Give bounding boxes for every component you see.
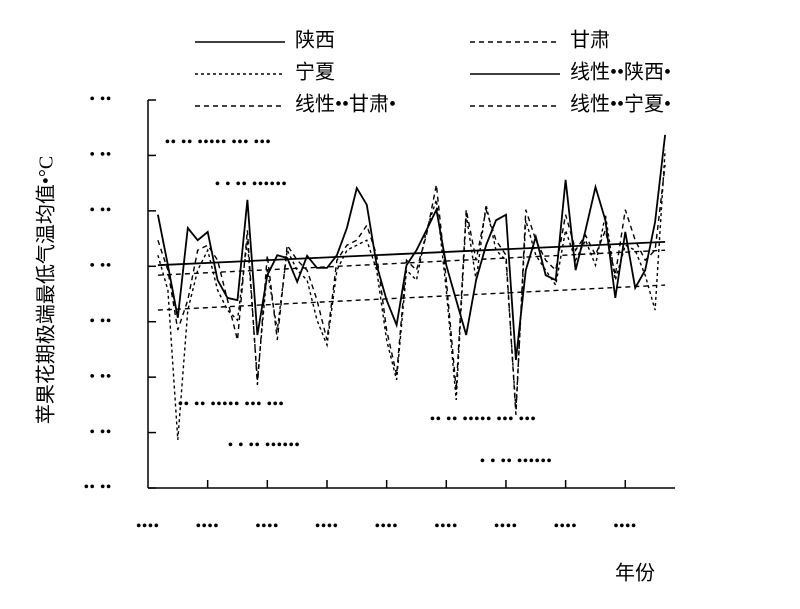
legend-label: 陕西 xyxy=(295,29,335,52)
legend-label: 线性••甘肃• xyxy=(295,93,396,116)
x-tick-label: •••• xyxy=(613,519,637,534)
y-tick-label: • •• xyxy=(90,259,112,274)
series-line xyxy=(157,241,666,267)
y-tick-label: • •• xyxy=(90,203,112,218)
series-line xyxy=(157,164,666,415)
y-tick-label: • •• xyxy=(90,148,112,163)
annotation: •• •• ••••• ••• ••• xyxy=(430,412,537,427)
y-tick-label: • •• xyxy=(90,369,112,384)
x-axis-label: 年份 xyxy=(615,562,655,585)
y-tick-label: •• •• xyxy=(84,480,112,495)
annotation: • • •• •••••• xyxy=(480,454,553,469)
annotation: •• •• ••••• ••• ••• xyxy=(165,135,272,150)
annotation: • • •• •••••• xyxy=(215,177,288,192)
x-tick-label: •••• xyxy=(315,519,339,534)
x-tick-label: •••• xyxy=(136,519,160,534)
series-line xyxy=(157,134,666,361)
annotation: •• •• ••••• ••• ••• xyxy=(178,397,285,412)
legend-label: 线性••宁夏• xyxy=(570,93,671,116)
legend-label: 宁夏 xyxy=(295,61,335,84)
series-line xyxy=(157,249,666,276)
x-tick-label: •••• xyxy=(434,519,458,534)
x-tick-label: •••• xyxy=(375,519,399,534)
series-line xyxy=(157,284,666,311)
annotation: • • •• •••••• xyxy=(228,438,301,453)
x-tick-label: •••• xyxy=(256,519,280,534)
y-tick-label: • •• xyxy=(90,425,112,440)
y-tick-label: • •• xyxy=(90,314,112,329)
legend-label: 线性••陕西• xyxy=(570,61,671,84)
x-tick-label: •••• xyxy=(554,519,578,534)
x-tick-label: •••• xyxy=(196,519,220,534)
y-tick-label: • •• xyxy=(90,92,112,107)
x-tick-label: •••• xyxy=(494,519,518,534)
legend-label: 甘肃 xyxy=(570,29,610,52)
y-axis-label: 苹果花期极端最低气温均值•°C xyxy=(35,156,58,424)
